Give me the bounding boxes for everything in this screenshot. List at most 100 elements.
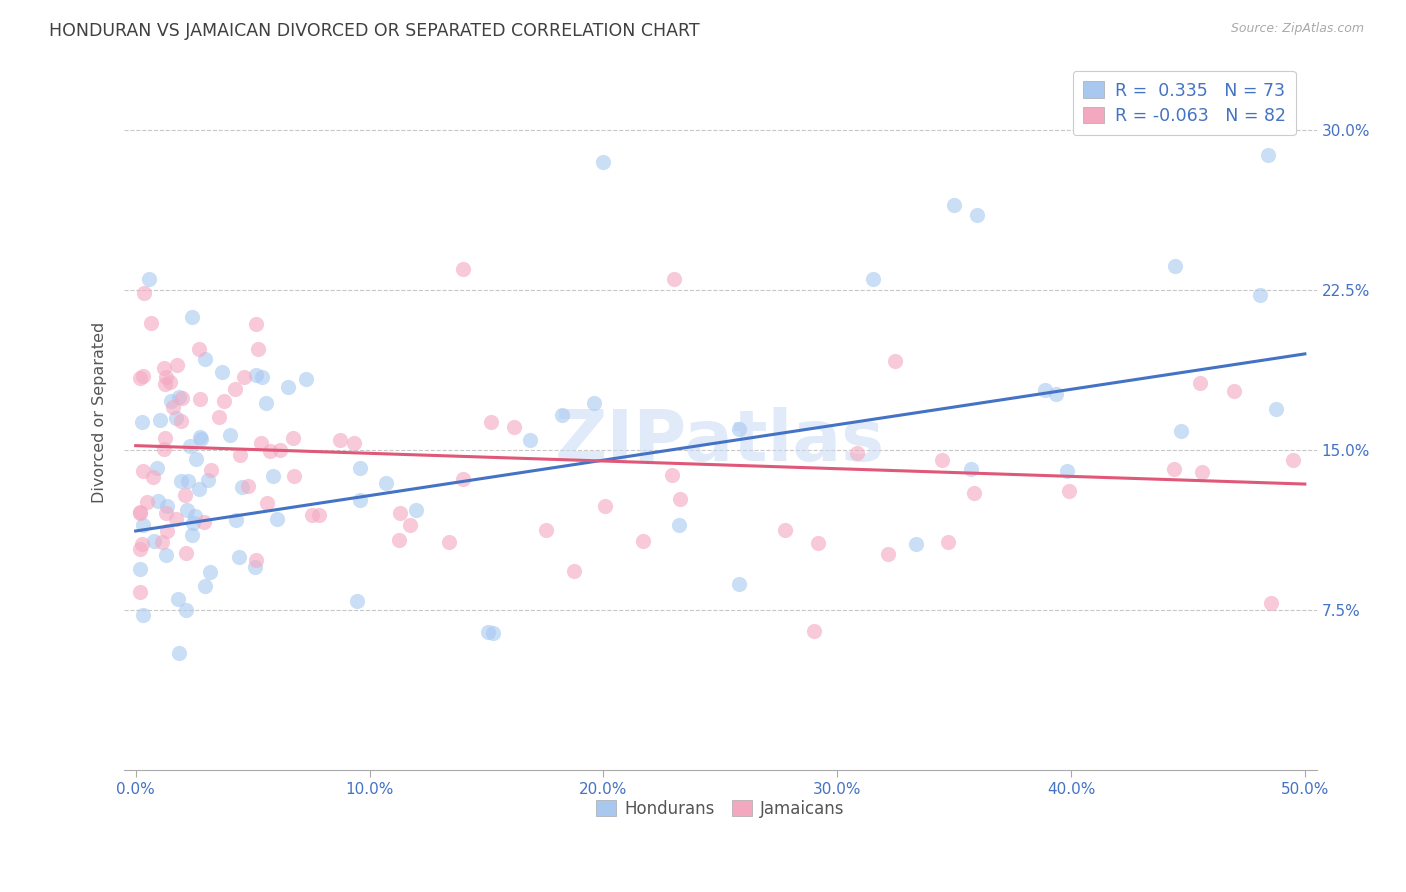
Point	[534, 523, 557, 537]
Y-axis label: Divorced or Separated: Divorced or Separated	[93, 322, 107, 503]
Text: HONDURAN VS JAMAICAN DIVORCED OR SEPARATED CORRELATION CHART: HONDURAN VS JAMAICAN DIVORCED OR SEPARAT…	[49, 22, 700, 40]
Point	[329, 433, 352, 447]
Point	[1057, 483, 1080, 498]
Point	[1033, 384, 1056, 398]
Point	[186, 452, 208, 467]
Point	[562, 564, 585, 578]
Point	[877, 547, 900, 561]
Legend: Hondurans, Jamaicans: Hondurans, Jamaicans	[588, 791, 852, 826]
Point	[232, 369, 254, 384]
Point	[146, 461, 169, 475]
Point	[582, 396, 605, 410]
Point	[349, 493, 371, 508]
Point	[236, 478, 259, 492]
Point	[218, 428, 240, 442]
Point	[1189, 376, 1212, 390]
Point	[936, 534, 959, 549]
Point	[167, 646, 190, 660]
Point	[662, 272, 685, 286]
Point	[176, 474, 198, 488]
Point	[162, 401, 184, 415]
Point	[1170, 424, 1192, 438]
Point	[181, 528, 204, 542]
Point	[551, 408, 574, 422]
Point	[1249, 287, 1271, 301]
Point	[212, 393, 235, 408]
Point	[451, 261, 474, 276]
Point	[1257, 148, 1279, 162]
Point	[668, 517, 690, 532]
Point	[387, 533, 409, 547]
Point	[281, 431, 304, 445]
Point	[159, 375, 181, 389]
Point	[728, 577, 751, 591]
Point	[169, 475, 191, 489]
Point	[208, 410, 231, 425]
Point	[167, 591, 190, 606]
Point	[156, 499, 179, 513]
Point	[174, 546, 197, 560]
Point	[166, 358, 188, 372]
Point	[592, 154, 614, 169]
Point	[228, 550, 250, 565]
Point	[200, 463, 222, 477]
Point	[846, 445, 869, 459]
Point	[1164, 259, 1187, 273]
Point	[211, 365, 233, 379]
Point	[132, 464, 155, 478]
Point	[862, 272, 884, 286]
Point	[1191, 466, 1213, 480]
Point	[960, 462, 983, 476]
Point	[477, 624, 499, 639]
Point	[249, 435, 271, 450]
Point	[479, 415, 502, 429]
Point	[246, 342, 269, 356]
Point	[224, 382, 246, 396]
Point	[198, 565, 221, 579]
Point	[179, 439, 201, 453]
Point	[229, 448, 252, 462]
Point	[153, 442, 176, 456]
Point	[156, 524, 179, 538]
Point	[129, 585, 152, 599]
Point	[1056, 464, 1078, 478]
Point	[132, 286, 155, 301]
Point	[142, 469, 165, 483]
Point	[194, 579, 217, 593]
Point	[503, 420, 526, 434]
Point	[149, 413, 172, 427]
Point	[153, 361, 176, 376]
Point	[728, 421, 751, 435]
Point	[259, 444, 281, 458]
Point	[1163, 462, 1185, 476]
Point	[187, 482, 209, 496]
Point	[169, 414, 191, 428]
Point	[266, 512, 288, 526]
Point	[904, 537, 927, 551]
Point	[143, 534, 166, 549]
Point	[807, 536, 830, 550]
Point	[183, 508, 205, 523]
Point	[1260, 596, 1282, 610]
Point	[1265, 401, 1288, 416]
Point	[283, 469, 305, 483]
Point	[155, 370, 177, 384]
Point	[883, 353, 905, 368]
Point	[277, 380, 299, 394]
Point	[155, 506, 177, 520]
Point	[966, 208, 988, 222]
Point	[963, 486, 986, 500]
Point	[346, 594, 368, 608]
Point	[194, 352, 217, 367]
Point	[349, 461, 371, 475]
Point	[661, 468, 683, 483]
Point	[197, 473, 219, 487]
Point	[174, 603, 197, 617]
Point	[160, 394, 183, 409]
Point	[155, 431, 177, 445]
Point	[141, 316, 163, 330]
Point	[481, 626, 503, 640]
Point	[181, 516, 204, 531]
Point	[165, 410, 187, 425]
Point	[188, 342, 211, 356]
